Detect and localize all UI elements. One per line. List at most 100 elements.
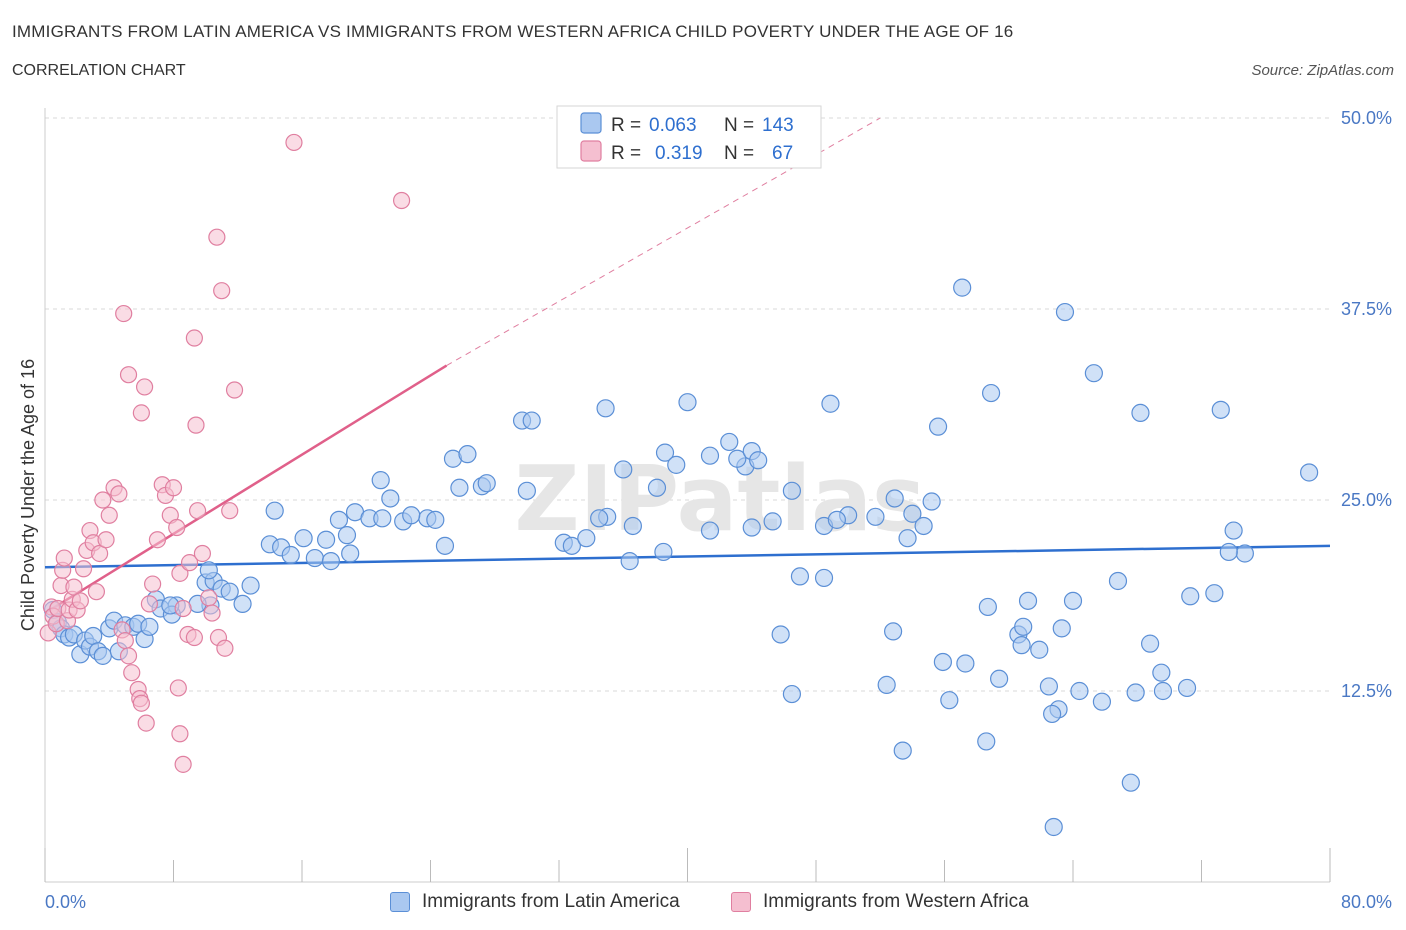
data-point-western-africa [140,595,159,613]
data-point-latin-america [426,510,445,529]
data-point-latin-america [654,542,673,562]
data-point-latin-america [827,510,846,529]
data-point-latin-america [720,432,739,452]
data-point-western-africa [168,518,186,537]
data-point-latin-america [1131,403,1150,423]
data-point-latin-america [940,691,959,710]
data-point-latin-america [647,478,667,497]
bottom-legend-swatch-pink [731,892,751,912]
data-point-western-africa [193,544,212,563]
chart-title: IMMIGRANTS FROM LATIN AMERICA VS IMMIGRA… [12,22,1014,41]
data-point-latin-america [749,451,768,470]
data-point-latin-america [1126,683,1145,702]
data-point-latin-america [381,489,400,508]
data-point-latin-america [814,568,834,588]
data-point-latin-america [329,510,349,529]
y-tick-label: 25.0% [1341,490,1392,510]
data-point-latin-america [893,741,912,760]
data-point-latin-america [241,576,260,595]
data-point-latin-america [1084,364,1103,383]
data-point-latin-america [458,445,477,464]
data-point-western-africa [97,531,115,549]
data-point-western-africa [221,502,239,520]
data-point-western-africa [174,599,192,618]
data-point-western-africa [213,282,231,300]
data-point-latin-america [977,732,996,751]
bottom-legend-swatch-blue [390,892,410,912]
data-point-latin-america [1300,463,1319,482]
data-point-western-africa [119,366,138,384]
data-point-latin-america [1012,636,1031,655]
data-point-western-africa [208,228,226,246]
data-point-latin-america [84,626,103,646]
data-point-latin-america [742,518,761,537]
data-point-latin-america [1092,692,1112,711]
data-point-latin-america [763,512,782,531]
legend-r-label-blue: R = [611,115,641,136]
data-point-western-africa [171,725,189,743]
data-point-latin-america [866,507,885,526]
data-point-latin-america [877,675,896,694]
data-point-latin-america [1044,817,1063,837]
data-point-latin-america [281,545,300,565]
data-point-western-africa [169,679,187,697]
y-tick-label: 50.0% [1341,108,1392,128]
watermark: ZIPatlas [514,447,925,552]
data-point-latin-america [956,654,975,673]
data-point-latin-america [294,529,313,548]
source-note: Source: ZipAtlas.com [1251,62,1394,79]
data-point-western-africa [55,549,73,567]
data-point-western-africa [135,378,154,396]
data-point-western-africa [87,583,106,601]
data-point-latin-america [620,552,639,571]
data-points [39,133,1319,837]
data-point-western-africa [171,564,189,582]
data-point-latin-america [1153,681,1173,701]
data-point-western-africa [285,133,303,152]
legend-r-value-pink: 0.319 [655,143,703,164]
data-point-latin-america [1030,640,1049,659]
data-point-latin-america [667,455,686,474]
data-point-latin-america [700,446,720,465]
chart-subtitle: CORRELATION CHART [12,62,186,79]
data-point-latin-america [700,521,720,540]
bottom-legend-label-pink: Immigrants from Western Africa [763,891,1029,912]
data-point-western-africa [188,502,207,520]
data-point-latin-america [562,536,581,555]
data-point-latin-america [883,622,903,641]
legend-r-value-blue: 0.063 [649,115,697,136]
data-point-western-africa [100,506,118,524]
data-point-western-africa [216,639,234,657]
data-point-latin-america [1224,521,1243,540]
legend-n-label-blue: N = [724,115,754,136]
data-point-latin-america [885,489,904,508]
legend-r-label-pink: R = [611,143,641,164]
data-point-latin-america [1235,544,1254,563]
legend-swatch-pink [580,140,602,162]
data-point-western-africa [137,714,155,732]
data-point-latin-america [1052,619,1071,638]
data-point-latin-america [771,625,790,644]
data-point-western-africa [74,560,93,578]
y-axis-title: Child Poverty Under the Age of 16 [18,359,38,631]
y-tick-label: 37.5% [1341,299,1392,319]
data-point-western-africa [132,404,150,422]
data-point-western-africa [174,755,192,773]
data-point-latin-america [373,509,392,528]
data-point-western-africa [185,329,203,347]
data-point-latin-america [898,529,917,548]
data-point-latin-america [1211,400,1230,419]
data-point-western-africa [91,544,109,563]
data-point-latin-america [1177,678,1197,698]
data-point-latin-america [782,481,802,500]
legend-swatch-blue [580,112,602,134]
data-point-latin-america [596,399,615,418]
data-point-latin-america [450,478,469,497]
data-point-latin-america [623,516,642,536]
data-point-western-africa [148,531,167,549]
trend-line-latin-america [44,544,1331,569]
data-point-latin-america [1152,663,1171,682]
data-point-latin-america [1205,584,1224,603]
data-point-latin-america [990,669,1009,688]
